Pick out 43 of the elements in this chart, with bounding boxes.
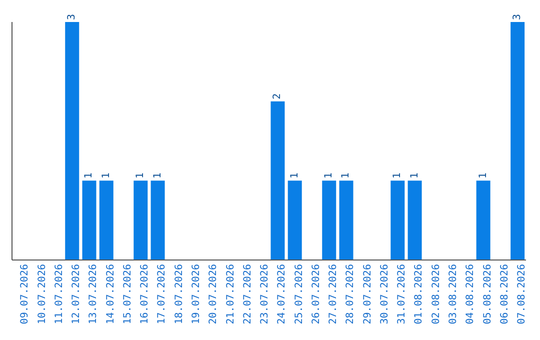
data-label: 1 [289,172,300,179]
x-tick-label: 06.08.2026 [499,264,510,324]
x-tick-label: 27.07.2026 [328,264,340,324]
x-tick-label: 12.07.2026 [71,264,82,324]
data-label: 3 [512,14,524,20]
data-label: 1 [324,172,335,179]
x-tick-label: 25.07.2026 [294,264,305,324]
x-tick-label: 09.07.2026 [20,264,31,324]
x-tick-label: 15.07.2026 [122,264,134,324]
x-tick-label: 22.07.2026 [242,264,254,324]
data-label: 1 [392,172,404,179]
data-label: 2 [272,93,284,100]
x-tick-label: 01.08.2026 [414,264,425,324]
x-tick-label: 24.07.2026 [276,264,288,324]
data-label: 1 [152,172,164,179]
x-tick-label: 13.07.2026 [88,264,100,324]
x-tick-label: 21.07.2026 [225,264,236,324]
data-label: 1 [100,172,112,179]
x-tick-label: 14.07.2026 [105,264,116,324]
x-tick-label: 26.07.2026 [310,264,322,324]
data-label: 1 [84,172,95,179]
x-tick-label: 23.07.2026 [260,264,271,324]
x-tick-label: 11.07.2026 [54,264,65,324]
x-tick-label: 17.07.2026 [156,264,168,324]
data-label: 1 [409,172,420,179]
x-tick-label: 10.07.2026 [36,264,48,324]
x-tick-label: 31.07.2026 [396,264,408,324]
data-label: 3 [66,14,78,20]
data-label: 1 [135,172,146,179]
x-tick-label: 30.07.2026 [379,264,390,324]
x-tick-label: 02.08.2026 [430,264,442,324]
x-tick-label: 03.08.2026 [448,264,459,324]
x-tick-label: 04.08.2026 [465,264,476,324]
x-tick-label: 19.07.2026 [191,264,202,324]
x-tick-label: 29.07.2026 [362,264,374,324]
x-tick-label: 05.08.2026 [482,264,494,324]
data-label: 1 [478,172,489,179]
x-tick-label: 20.07.2026 [208,264,220,324]
x-tick-label: 28.07.2026 [345,264,356,324]
x-tick-label: 18.07.2026 [174,264,185,324]
x-tick-label: 07.08.2026 [516,264,528,324]
x-tick-label: 16.07.2026 [140,264,151,324]
data-label: 1 [340,172,352,179]
